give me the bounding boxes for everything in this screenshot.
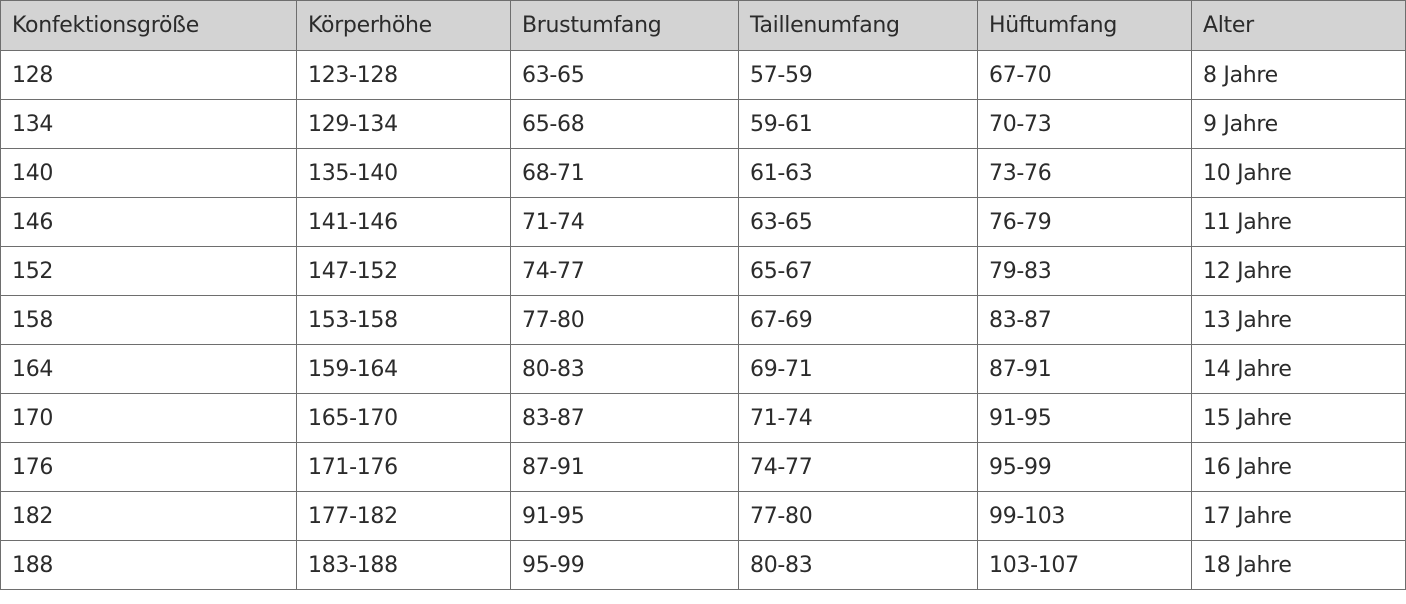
table-row: 134 129-134 65-68 59-61 70-73 9 Jahre (0, 99, 1406, 149)
table-cell: 188 (0, 540, 297, 590)
table-cell: 59-61 (738, 99, 978, 149)
table-row: 152 147-152 74-77 65-67 79-83 12 Jahre (0, 246, 1406, 296)
table-cell: 141-146 (296, 197, 511, 247)
table-cell: 11 Jahre (1191, 197, 1406, 247)
table-cell: 95-99 (977, 442, 1192, 492)
table-row: 164 159-164 80-83 69-71 87-91 14 Jahre (0, 344, 1406, 394)
column-header: Alter (1191, 0, 1406, 51)
table-cell: 16 Jahre (1191, 442, 1406, 492)
table-cell: 170 (0, 393, 297, 443)
table-cell: 63-65 (738, 197, 978, 247)
table-cell: 61-63 (738, 148, 978, 198)
table-cell: 17 Jahre (1191, 491, 1406, 541)
table-cell: 140 (0, 148, 297, 198)
table-cell: 77-80 (510, 295, 739, 345)
table-cell: 67-70 (977, 50, 1192, 100)
table-cell: 70-73 (977, 99, 1192, 149)
table-cell: 79-83 (977, 246, 1192, 296)
table-cell: 128 (0, 50, 297, 100)
table-cell: 123-128 (296, 50, 511, 100)
table-row: 176 171-176 87-91 74-77 95-99 16 Jahre (0, 442, 1406, 492)
column-header: Taillenumfang (738, 0, 978, 51)
table-cell: 80-83 (510, 344, 739, 394)
table-cell: 91-95 (510, 491, 739, 541)
table-row: 128 123-128 63-65 57-59 67-70 8 Jahre (0, 50, 1406, 100)
table-cell: 13 Jahre (1191, 295, 1406, 345)
table-cell: 8 Jahre (1191, 50, 1406, 100)
table-cell: 165-170 (296, 393, 511, 443)
table-cell: 135-140 (296, 148, 511, 198)
table-cell: 77-80 (738, 491, 978, 541)
table-row: 188 183-188 95-99 80-83 103-107 18 Jahre (0, 540, 1406, 590)
table-cell: 83-87 (977, 295, 1192, 345)
table-cell: 18 Jahre (1191, 540, 1406, 590)
table-cell: 15 Jahre (1191, 393, 1406, 443)
table-cell: 68-71 (510, 148, 739, 198)
table-cell: 65-67 (738, 246, 978, 296)
table-cell: 103-107 (977, 540, 1192, 590)
table-cell: 57-59 (738, 50, 978, 100)
table-cell: 171-176 (296, 442, 511, 492)
table-row: 182 177-182 91-95 77-80 99-103 17 Jahre (0, 491, 1406, 541)
table-cell: 134 (0, 99, 297, 149)
table-cell: 71-74 (738, 393, 978, 443)
table-cell: 176 (0, 442, 297, 492)
table-cell: 71-74 (510, 197, 739, 247)
table-cell: 73-76 (977, 148, 1192, 198)
table-cell: 87-91 (977, 344, 1192, 394)
table-cell: 95-99 (510, 540, 739, 590)
header-row: Konfektionsgröße Körperhöhe Brustumfang Tai… (0, 0, 1406, 51)
table-cell: 99-103 (977, 491, 1192, 541)
column-header: Brustumfang (510, 0, 739, 51)
table-cell: 183-188 (296, 540, 511, 590)
table-cell: 74-77 (510, 246, 739, 296)
table-cell: 74-77 (738, 442, 978, 492)
table-cell: 177-182 (296, 491, 511, 541)
table-cell: 129-134 (296, 99, 511, 149)
table-cell: 159-164 (296, 344, 511, 394)
table-cell: 87-91 (510, 442, 739, 492)
table-cell: 69-71 (738, 344, 978, 394)
table-cell: 65-68 (510, 99, 739, 149)
table-cell: 147-152 (296, 246, 511, 296)
table-cell: 63-65 (510, 50, 739, 100)
table-cell: 67-69 (738, 295, 978, 345)
size-chart-table: Konfektionsgröße Körperhöhe Brustumfang Tai… (0, 0, 1406, 590)
table-cell: 83-87 (510, 393, 739, 443)
column-header: Körperhöhe (296, 0, 511, 51)
table-row: 146 141-146 71-74 63-65 76-79 11 Jahre (0, 197, 1406, 247)
column-header: Konfektionsgröße (0, 0, 297, 51)
table-cell: 91-95 (977, 393, 1192, 443)
table-cell: 80-83 (738, 540, 978, 590)
table-cell: 152 (0, 246, 297, 296)
table-cell: 153-158 (296, 295, 511, 345)
table-cell: 10 Jahre (1191, 148, 1406, 198)
table-row: 170 165-170 83-87 71-74 91-95 15 Jahre (0, 393, 1406, 443)
table-cell: 76-79 (977, 197, 1192, 247)
table-cell: 164 (0, 344, 297, 394)
table-cell: 14 Jahre (1191, 344, 1406, 394)
table-row: 140 135-140 68-71 61-63 73-76 10 Jahre (0, 148, 1406, 198)
table-row: 158 153-158 77-80 67-69 83-87 13 Jahre (0, 295, 1406, 345)
table-cell: 9 Jahre (1191, 99, 1406, 149)
table-cell: 12 Jahre (1191, 246, 1406, 296)
table-cell: 182 (0, 491, 297, 541)
column-header: Hüftumfang (977, 0, 1192, 51)
table-cell: 158 (0, 295, 297, 345)
table-cell: 146 (0, 197, 297, 247)
